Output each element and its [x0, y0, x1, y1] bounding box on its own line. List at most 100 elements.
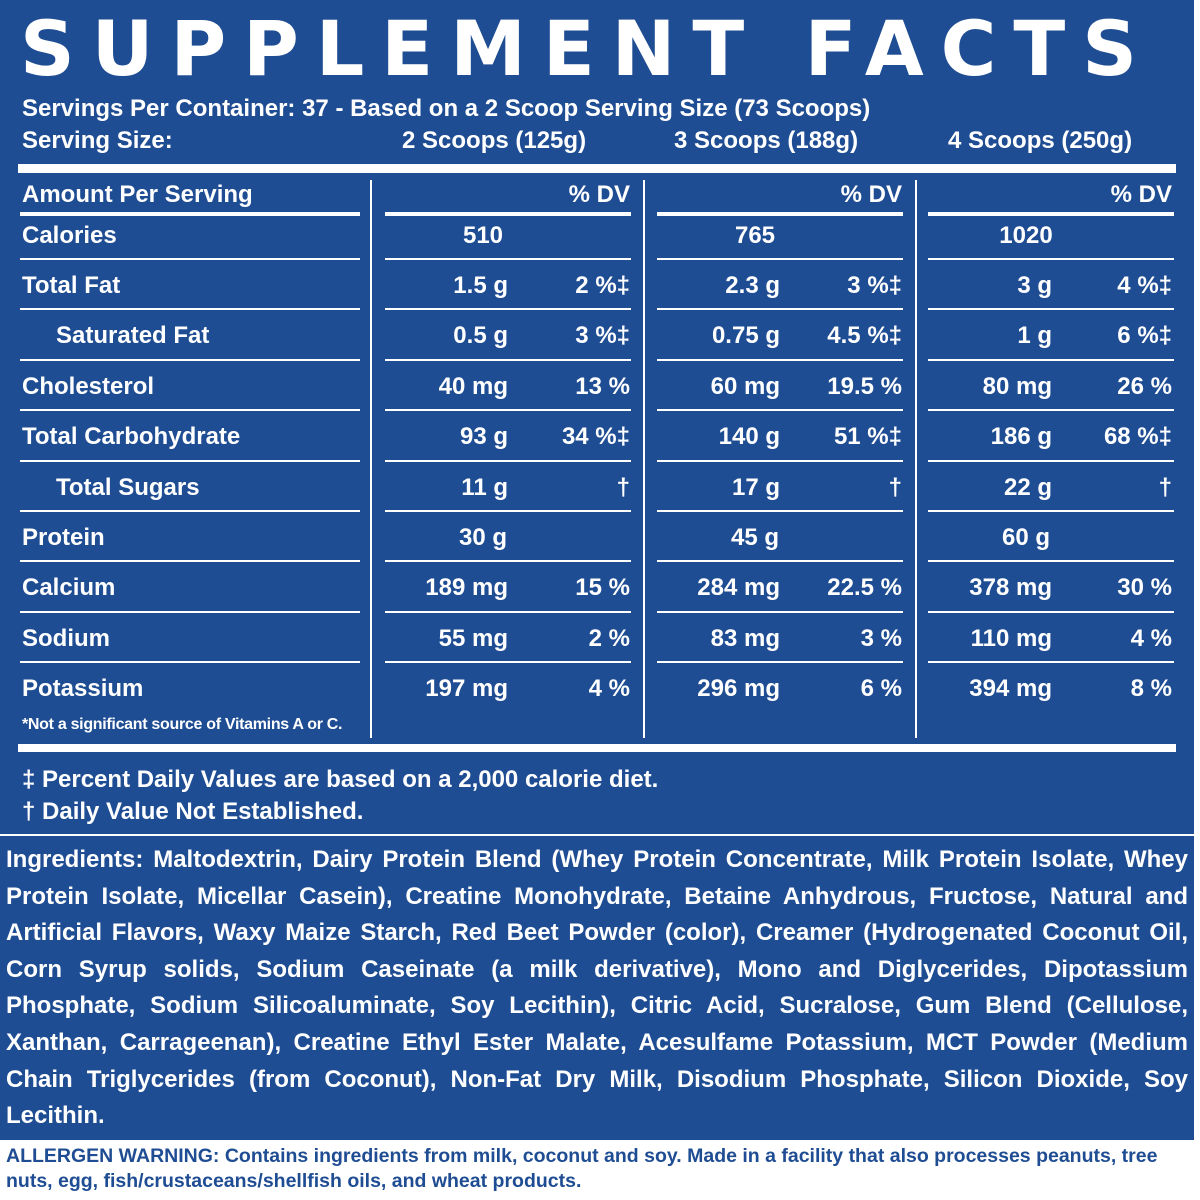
row-rule — [657, 661, 903, 663]
row-rule — [928, 308, 1174, 310]
ingredients-panel — [0, 836, 1194, 1140]
nutrient-amount: 510 — [462, 222, 504, 249]
row-rule — [657, 560, 903, 562]
nutrient-name: Sodium — [22, 625, 110, 652]
row-rule — [657, 359, 903, 361]
row-rule — [20, 258, 360, 260]
vitamin-note: *Not a significant source of Vitamins A … — [22, 716, 343, 733]
row-rule — [385, 359, 631, 361]
nutrient-amount: 0.75 g — [711, 322, 780, 349]
nutrient-dv: 3 % — [860, 625, 902, 652]
row-rule — [928, 359, 1174, 361]
page-title: SUPPLEMENT FACTS — [20, 4, 1155, 93]
nutrient-amount: 110 mg — [970, 625, 1052, 652]
row-rule — [20, 359, 360, 361]
nutrient-amount: 40 mg — [438, 373, 508, 400]
row-rule — [657, 611, 903, 613]
nutrient-dv: 68 %‡ — [1103, 423, 1172, 450]
column-divider-1 — [370, 180, 372, 738]
row-rule — [385, 308, 631, 310]
nutrient-dv: 4 %‡ — [1117, 272, 1172, 299]
nutrient-dv: 4.5 %‡ — [827, 322, 902, 349]
nutrient-amount: 30 g — [458, 524, 508, 551]
nutrient-dv: 2 % — [588, 625, 630, 652]
nutrient-name: Cholesterol — [22, 373, 155, 400]
row-rule — [385, 560, 631, 562]
nutrient-amount: 140 g — [718, 423, 780, 450]
header-rule-name — [20, 212, 360, 216]
nutrient-amount: 1.5 g — [453, 272, 508, 299]
row-rule — [928, 661, 1174, 663]
nutrient-name: Total Fat — [22, 272, 121, 299]
row-rule — [20, 560, 360, 562]
nutrient-amount: 1 g — [1017, 322, 1052, 349]
nutrient-amount: 378 mg — [969, 574, 1052, 601]
serving-size-col-2: 3 Scoops (188g) — [674, 127, 859, 154]
row-rule — [657, 460, 903, 462]
nutrient-dv: 51 %‡ — [833, 423, 902, 450]
dv-header-col-1: % DV — [568, 181, 630, 208]
nutrient-dv: 4 % — [1130, 625, 1172, 652]
row-rule — [20, 510, 360, 512]
nutrient-amount: 60 g — [1001, 524, 1051, 551]
nutrient-dv: 13 % — [575, 373, 630, 400]
header-rule-col-1 — [385, 212, 631, 216]
row-rule — [20, 460, 360, 462]
row-rule — [385, 409, 631, 411]
nutrient-dv: † — [616, 474, 630, 501]
nutrient-amount: 45 g — [730, 524, 780, 551]
nutrient-dv: 34 %‡ — [561, 423, 630, 450]
serving-size-col-1: 2 Scoops (125g) — [402, 127, 587, 154]
nutrient-amount: 186 g — [990, 423, 1052, 450]
nutrient-dv: 22.5 % — [827, 574, 902, 601]
column-divider-2 — [643, 180, 645, 738]
nutrient-dv: † — [888, 474, 902, 501]
row-rule — [657, 510, 903, 512]
row-rule — [657, 258, 903, 260]
nutrient-dv: 4 % — [588, 675, 630, 702]
nutrient-amount: 189 mg — [425, 574, 508, 601]
nutrient-name: Saturated Fat — [56, 322, 210, 349]
nutrient-dv: † — [1158, 474, 1172, 501]
nutrient-amount: 80 mg — [982, 373, 1052, 400]
nutrient-amount: 22 g — [1003, 474, 1052, 501]
row-rule — [385, 661, 631, 663]
nutrient-amount: 765 — [734, 222, 776, 249]
row-rule — [928, 258, 1174, 260]
dv-header-col-2: % DV — [840, 181, 902, 208]
nutrient-dv: 2 %‡ — [575, 272, 630, 299]
supplement-facts-panel — [0, 0, 1194, 834]
nutrient-name: Total Carbohydrate — [22, 423, 241, 450]
allergen-warning: ALLERGEN WARNING: Contains ingredients f… — [6, 1145, 1158, 1192]
row-rule — [20, 611, 360, 613]
nutrient-amount: 3 g — [1017, 272, 1052, 299]
nutrient-dv: 30 % — [1117, 574, 1172, 601]
nutrient-name: Protein — [22, 524, 105, 551]
nutrient-name: Calories — [22, 222, 117, 249]
nutrient-amount: 60 mg — [710, 373, 780, 400]
row-rule — [20, 661, 360, 663]
header-rule-col-2 — [657, 212, 903, 216]
row-rule — [928, 510, 1174, 512]
ingredients-text: Ingredients: Maltodextrin, Dairy Protein… — [6, 846, 1188, 1130]
header-rule-col-3 — [928, 212, 1174, 216]
nutrient-amount: 2.3 g — [725, 272, 780, 299]
row-rule — [385, 258, 631, 260]
footer-divider — [18, 744, 1176, 752]
servings-per-container: Servings Per Container: 37 - Based on a … — [22, 95, 871, 122]
nutrient-amount: 83 mg — [710, 625, 780, 652]
nutrient-name: Total Sugars — [56, 474, 200, 501]
nutrient-dv: 26 % — [1117, 373, 1172, 400]
row-rule — [928, 460, 1174, 462]
column-divider-3 — [915, 180, 917, 738]
serving-size-label: Serving Size: — [22, 127, 173, 154]
nutrient-dv: 6 %‡ — [1117, 322, 1172, 349]
nutrient-dv: 3 %‡ — [575, 322, 630, 349]
row-rule — [657, 308, 903, 310]
row-rule — [657, 409, 903, 411]
amount-per-serving-label: Amount Per Serving — [22, 181, 253, 208]
header-divider — [18, 164, 1176, 173]
row-rule — [928, 611, 1174, 613]
nutrient-name: Calcium — [22, 574, 116, 601]
dv-header-col-3: % DV — [1110, 181, 1172, 208]
